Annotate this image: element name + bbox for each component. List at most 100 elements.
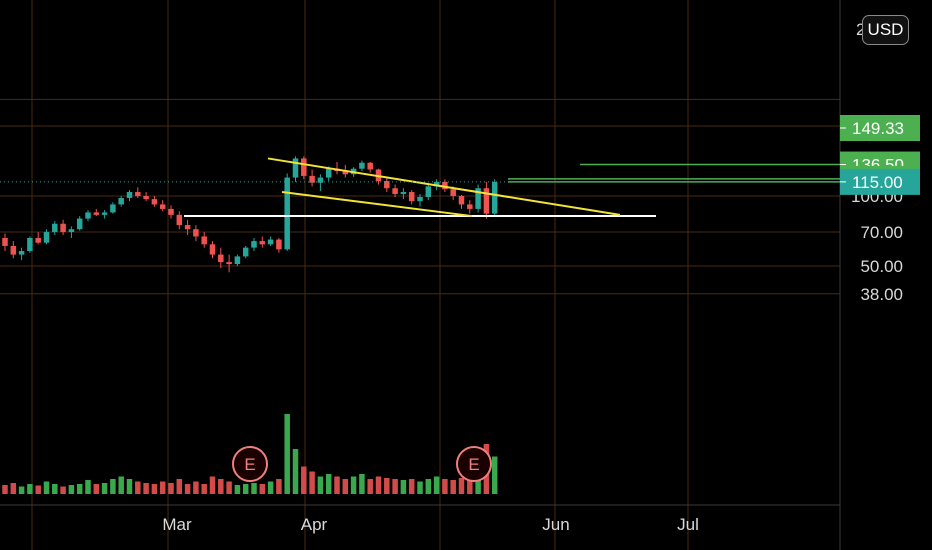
- volume-bar: [276, 479, 282, 494]
- candle-body: [408, 192, 415, 202]
- candle-body: [425, 186, 432, 198]
- candle-body: [176, 214, 183, 226]
- candle-body: [483, 188, 490, 214]
- currency-button[interactable]: USD: [862, 15, 909, 45]
- volume-bar: [267, 481, 274, 494]
- pattern-drawings[interactable]: [0, 157, 840, 218]
- price-tick-label-partial: 2: [856, 20, 865, 39]
- price-axis[interactable]: 38.0050.0070.00100.00200.002149.33136.50…: [840, 20, 920, 304]
- volume-bar: [126, 479, 133, 494]
- candle-body: [168, 208, 174, 215]
- earnings-marker: [232, 446, 268, 482]
- volume-bar: [301, 466, 307, 494]
- price-tag-label: 149.33: [852, 119, 904, 138]
- lower-trendline: [281, 191, 473, 218]
- candle-body: [367, 162, 373, 170]
- candle-body: [60, 223, 66, 233]
- volume-bar: [450, 480, 456, 494]
- time-axis-label: Apr: [301, 515, 328, 534]
- candle-body: [27, 237, 33, 252]
- price-tick-label: 38.00: [860, 285, 903, 304]
- time-axis-label: Jun: [542, 515, 569, 534]
- volume-bar: [43, 481, 50, 494]
- candle-body: [110, 204, 116, 213]
- volume-bar: [309, 471, 315, 494]
- candle-body: [226, 262, 232, 265]
- volume-bar: [209, 476, 216, 494]
- volume-bar: [317, 476, 324, 494]
- volume-bar: [284, 414, 290, 494]
- candle-body: [325, 168, 332, 178]
- candle-body: [234, 256, 241, 265]
- volume-bar: [35, 485, 41, 494]
- volume-bar: [218, 479, 224, 494]
- candlestick-series: [2, 156, 498, 273]
- candle-body: [201, 236, 207, 245]
- volume-bar: [425, 479, 432, 494]
- volume-bar: [433, 476, 440, 494]
- candle-body: [392, 188, 398, 194]
- volume-bar: [10, 483, 17, 494]
- candle-body: [218, 254, 224, 263]
- candle-body: [151, 199, 158, 205]
- candle-body: [475, 188, 481, 209]
- candle-body: [450, 189, 456, 196]
- candle-body: [267, 239, 274, 245]
- volume-bar: [226, 481, 232, 494]
- volume-bar: [259, 484, 266, 494]
- earnings-marker-label: E: [244, 455, 255, 474]
- candle-body: [442, 181, 448, 190]
- volume-bar: [85, 480, 91, 494]
- volume-bar: [193, 481, 199, 494]
- candle-body: [2, 237, 8, 246]
- candle-body: [209, 244, 216, 255]
- volume-bar: [52, 484, 58, 494]
- volume-bar: [2, 485, 8, 494]
- volume-bar: [76, 484, 83, 494]
- volume-bar: [251, 483, 257, 494]
- candle-body: [259, 241, 266, 245]
- candle-body: [433, 181, 440, 187]
- candle-body: [35, 237, 41, 243]
- volume-bar: [27, 484, 33, 494]
- time-axis[interactable]: Mar Apr Jun Jul: [162, 515, 699, 534]
- volume-bar: [367, 479, 373, 494]
- candle-body: [184, 225, 191, 230]
- volume-bar: [392, 479, 398, 494]
- volume-bar: [491, 456, 498, 494]
- volume-bar: [467, 476, 473, 494]
- volume-bar: [184, 484, 191, 494]
- candle-body: [18, 251, 25, 255]
- volume-bar: [242, 484, 249, 494]
- volume-bar: [168, 483, 174, 494]
- volume-bar: [458, 478, 465, 494]
- volume-bar: [400, 480, 407, 494]
- candle-body: [317, 177, 324, 183]
- candle-body: [458, 196, 465, 205]
- candle-body: [126, 192, 133, 199]
- time-axis-label: Jul: [677, 515, 699, 534]
- candle-body: [342, 171, 349, 175]
- candle-body: [276, 239, 282, 250]
- candle-body: [85, 212, 91, 219]
- upper-trendline: [267, 157, 621, 216]
- earnings-marker-label: E: [468, 455, 479, 474]
- candle-body: [159, 204, 166, 209]
- volume-bar: [159, 481, 166, 494]
- volume-bar: [176, 479, 183, 494]
- volume-bar: [375, 476, 382, 494]
- candle-body: [68, 229, 75, 233]
- volume-bar: [118, 476, 124, 494]
- candle-body: [93, 212, 100, 215]
- candle-body: [301, 158, 307, 176]
- candle-body: [135, 192, 141, 196]
- volume-bar: [135, 481, 141, 494]
- volume-bar: [110, 479, 116, 494]
- price-tick-label: 50.00: [860, 257, 903, 276]
- candle-body: [242, 247, 249, 257]
- candle-body: [309, 175, 315, 183]
- candle-body: [118, 198, 124, 205]
- price-tag: [840, 115, 920, 141]
